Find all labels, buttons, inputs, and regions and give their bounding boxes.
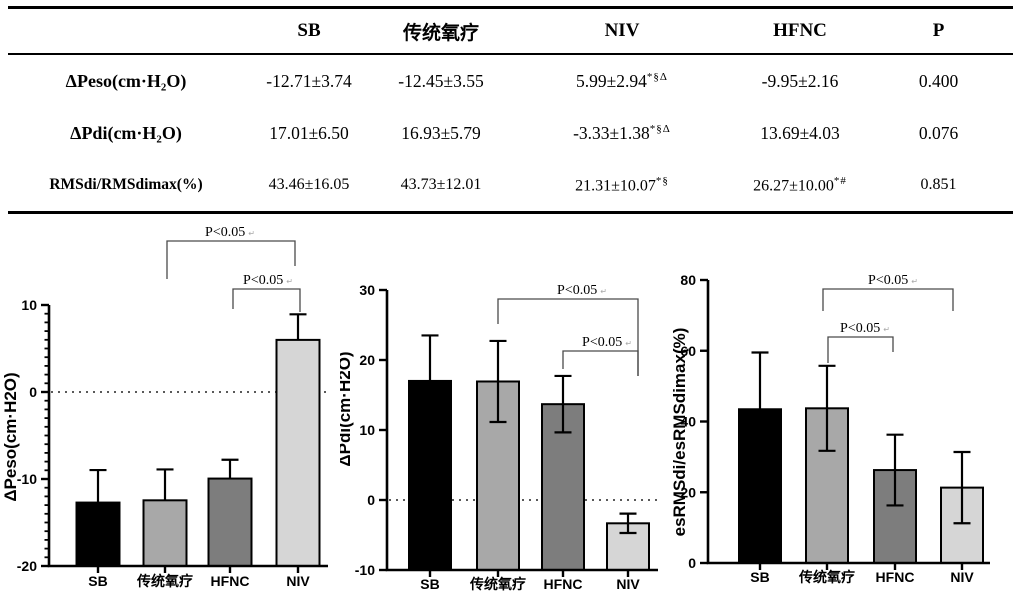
table-row-label: ΔPdi(cm·H₂O) — [70, 122, 182, 143]
significance-superscript: *§Δ — [646, 70, 668, 83]
significance-label: P<0.05 ↵ — [840, 321, 890, 336]
table-cell: 5.99±2.94*§Δ — [576, 70, 668, 91]
x-category-label: NIV — [950, 569, 974, 585]
x-category-label: HFNC — [544, 576, 583, 592]
y-axis-title: ΔPdi(cm·H2O) — [340, 351, 354, 466]
table-cell: 26.27±10.00*# — [753, 174, 847, 195]
x-category-label: HFNC — [211, 573, 250, 589]
table-column-header: HFNC — [736, 7, 864, 55]
bar-SB — [75, 501, 121, 567]
significance-label: P<0.05 ↵ — [557, 283, 607, 298]
y-tick-label: 80 — [680, 272, 696, 288]
significance-label: P<0.05 ↵ — [582, 335, 632, 350]
y-tick-label: 0 — [29, 384, 37, 400]
x-category-label: SB — [88, 573, 107, 589]
results-table: SB 传统氧疗 NIV HFNC P ΔPeso(cm·H₂O) -12.71±3.74 -… — [8, 6, 1013, 214]
table-cell: -9.95±2.16 — [761, 70, 839, 91]
table-header-row: SB 传统氧疗 NIV HFNC P — [8, 7, 1013, 55]
significance-superscript: *§ — [655, 174, 669, 187]
x-category-label: 传统氧疗 — [136, 573, 193, 589]
significance-bracket — [232, 288, 301, 312]
table-cell: 0.076 — [918, 122, 959, 143]
table-cell: 17.01±6.50 — [269, 122, 349, 143]
bar-chart-1-svg: -20 -10 0 10 SB 传统氧疗 HFNC NIV ΔPeso(cm·H2O) P<0.0… — [1, 225, 328, 589]
y-tick-label: -10 — [355, 562, 375, 578]
significance-label: P<0.05 ↵ — [205, 225, 255, 240]
table-cell: -3.33±1.38*§Δ — [573, 122, 671, 143]
x-category-label: NIV — [286, 573, 310, 589]
significance-label: P<0.05 ↵ — [868, 273, 918, 288]
significance-bracket — [822, 288, 954, 311]
table-cell: 21.31±10.07*§ — [575, 174, 669, 195]
return-mark: ↵ — [911, 277, 918, 286]
y-tick-label: -20 — [17, 558, 37, 574]
table-row: ΔPdi(cm·H₂O) 17.01±6.50 16.93±5.79 -3.33±1.… — [8, 107, 1013, 159]
significance-label: P<0.05 ↵ — [243, 273, 293, 288]
significance-bracket — [166, 240, 296, 279]
x-category-label: NIV — [616, 576, 640, 592]
table-cell: 0.851 — [920, 176, 957, 193]
table-row-label: RMSdi/RMSdimax(%) — [49, 176, 203, 193]
table-cell: 43.73±12.01 — [400, 176, 482, 193]
table-cell: 43.46±16.05 — [268, 176, 350, 193]
bar-HFNC — [207, 477, 253, 567]
y-tick-label: -10 — [17, 471, 37, 487]
y-tick-label: 20 — [359, 352, 375, 368]
bar-charts-row: -20 -10 0 10 SB 传统氧疗 HFNC NIV ΔPeso(cm·H2O) P<0.0… — [0, 214, 1021, 595]
return-mark: ↵ — [286, 277, 293, 286]
table-body: ΔPeso(cm·H₂O) -12.71±3.74 -12.45±3.55 5.99±… — [8, 54, 1013, 213]
y-tick-label: 10 — [21, 297, 37, 313]
bar-传统氧疗 — [142, 499, 188, 567]
table-cell: 16.93±5.79 — [401, 122, 481, 143]
table-cell: 13.69±4.03 — [760, 122, 840, 143]
x-category-label: SB — [750, 569, 769, 585]
table-cell: -12.45±3.55 — [398, 70, 484, 91]
table-cell: 0.400 — [918, 70, 959, 91]
table-column-header: 传统氧疗 — [374, 7, 508, 55]
y-tick-label: 20 — [680, 484, 696, 500]
table-column-header: P — [864, 7, 1013, 55]
significance-bracket — [827, 336, 894, 363]
bar-NIV — [275, 338, 321, 568]
x-category-label: HFNC — [876, 569, 915, 585]
chart-panel-2: -10 0 10 20 30 SB 传统氧疗 HFNC NIV ΔPdi(cm·H2O) P<0.0… — [335, 214, 670, 595]
y-tick-label: 10 — [359, 422, 375, 438]
table-column-header — [8, 7, 244, 55]
return-mark: ↵ — [600, 287, 607, 296]
significance-bracket — [497, 298, 639, 376]
return-mark: ↵ — [625, 339, 632, 348]
y-tick-label: 0 — [688, 555, 696, 571]
y-axis-title: ΔPeso(cm·H2O) — [1, 372, 20, 501]
y-tick-label: 60 — [680, 343, 696, 359]
y-tick-label: 40 — [680, 414, 696, 430]
y-tick-label: 0 — [367, 492, 375, 508]
table-row-label: ΔPeso(cm·H₂O) — [65, 70, 187, 91]
return-mark: ↵ — [883, 325, 890, 334]
x-category-label: SB — [420, 576, 439, 592]
y-tick-label: 30 — [359, 282, 375, 298]
return-mark: ↵ — [248, 229, 255, 238]
table-row: RMSdi/RMSdimax(%) 43.46±16.05 43.73±12.01 2… — [8, 159, 1013, 213]
significance-bracket — [562, 350, 639, 376]
table-cell: -12.71±3.74 — [266, 70, 352, 91]
significance-superscript: *# — [833, 174, 847, 187]
table-column-header: SB — [244, 7, 374, 55]
x-category-label: 传统氧疗 — [469, 576, 526, 592]
chart-panel-1: -20 -10 0 10 SB 传统氧疗 HFNC NIV ΔPeso(cm·H2O) P<0.0… — [0, 214, 340, 595]
chart-panel-3: 0 20 40 60 80 SB 传统氧疗 HFNC NIV esRMSdi/esRMSdimax… — [660, 214, 1021, 595]
bar-chart-3-svg: 0 20 40 60 80 SB 传统氧疗 HFNC NIV esRMSdi/esRMSdimax… — [670, 272, 990, 585]
bar-chart-2-svg: -10 0 10 20 30 SB 传统氧疗 HFNC NIV ΔPdi(cm·H2O) P<0.0… — [335, 282, 658, 592]
table-head: SB 传统氧疗 NIV HFNC P — [8, 7, 1013, 55]
table-row: ΔPeso(cm·H₂O) -12.71±3.74 -12.45±3.55 5.99±… — [8, 54, 1013, 107]
y-axis-title: esRMSdi/esRMSdimax(%) — [670, 328, 689, 537]
x-category-label: 传统氧疗 — [798, 569, 855, 585]
significance-superscript: *§Δ — [649, 122, 671, 135]
table-column-header: NIV — [508, 7, 736, 55]
